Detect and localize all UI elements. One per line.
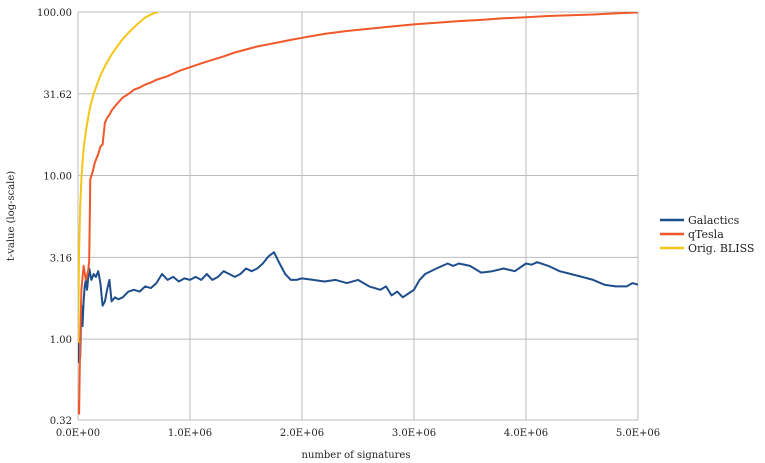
x-tick-label: 2.0E+06 [280, 428, 324, 439]
series-line-orig-bliss [78, 12, 159, 343]
legend-label-qtesla: qTesla [688, 228, 724, 241]
series-layer [78, 12, 638, 415]
x-axis-title: number of signatures [302, 450, 411, 461]
x-tick-label: 4.0E+06 [504, 428, 548, 439]
legend-label-galactics: Galactics [688, 214, 740, 227]
y-tick-label: 1.00 [50, 335, 72, 346]
x-tick-label: 3.0E+06 [392, 428, 436, 439]
legend-label-orig-bliss: Orig. BLISS [688, 242, 754, 255]
y-axis-title: t-value (log-scale) [6, 171, 17, 261]
y-tick-label: 31.62 [43, 90, 72, 101]
x-tick-label: 0.0E+00 [56, 428, 100, 439]
y-tick-label: 100.00 [37, 8, 72, 19]
y-tick-label: 0.32 [50, 416, 72, 427]
y-tick-label: 3.16 [50, 253, 72, 264]
series-line-galactics [78, 251, 638, 364]
x-tick-labels: 0.0E+00 1.0E+06 2.0E+06 3.0E+06 4.0E+06 5.0E+… [56, 428, 660, 439]
y-tick-label: 10.00 [43, 172, 72, 183]
x-tick-label: 1.0E+06 [168, 428, 212, 439]
grid [77, 11, 639, 421]
series-line-qtesla [78, 12, 638, 415]
x-tick-label: 5.0E+06 [616, 428, 660, 439]
y-tick-labels: 0.32 1.00 3.16 10.00 31.62 100.00 [37, 8, 72, 427]
